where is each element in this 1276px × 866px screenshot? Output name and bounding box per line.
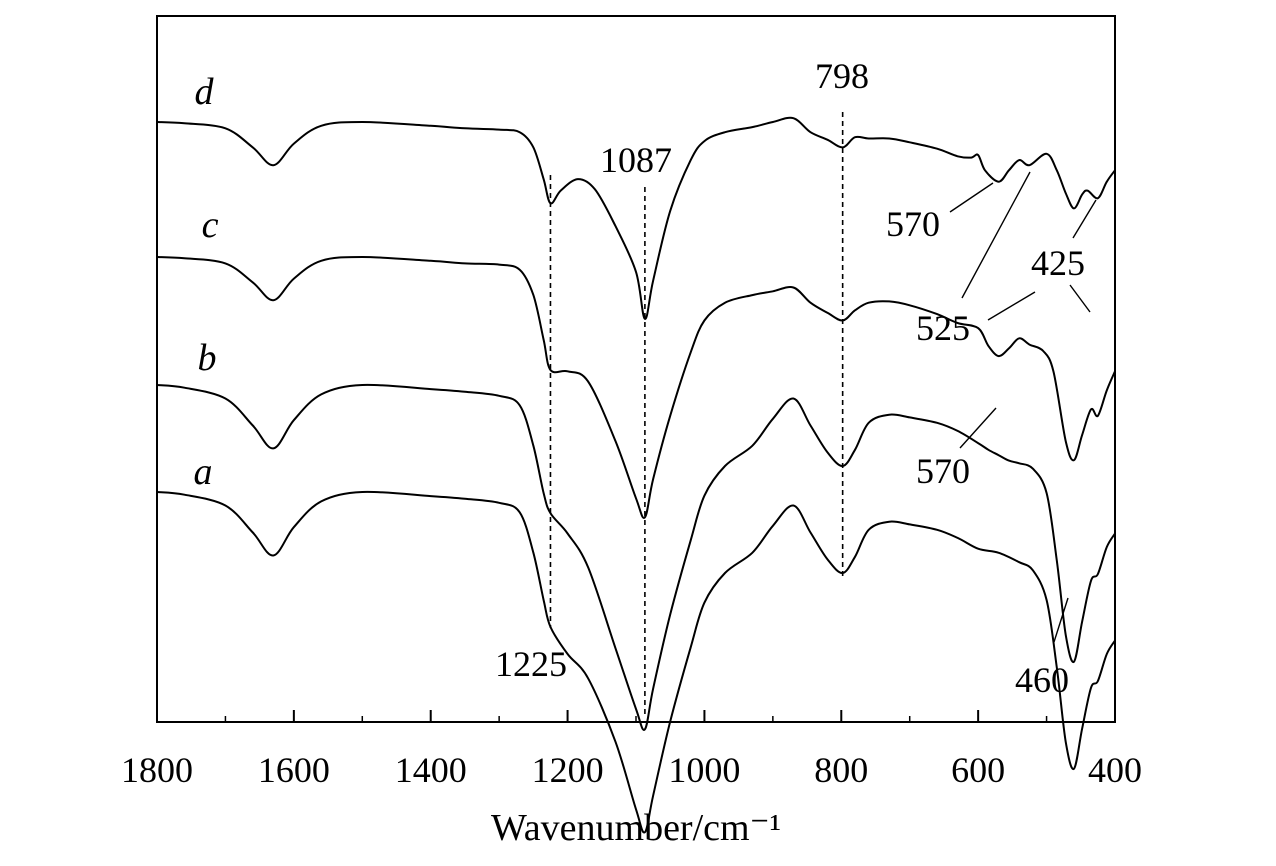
annotation-leader (1072, 199, 1097, 239)
series-label-d: d (195, 71, 215, 113)
x-axis-label: Wavenumber/cm⁻¹ (491, 807, 781, 849)
plot-frame (156, 15, 1116, 723)
reference-label: 1225 (495, 644, 567, 684)
series-label-b: b (198, 337, 217, 379)
x-tick-label: 600 (951, 750, 1005, 790)
annotation-leader (987, 291, 1036, 321)
x-tick-label: 800 (814, 750, 868, 790)
reference-lines: 1225 1087 798 (495, 56, 869, 715)
reference-label: 798 (815, 56, 869, 96)
x-tick-label: 1800 (121, 750, 193, 790)
reference-label: 1087 (600, 140, 672, 180)
peak-annotation: 425 (1031, 243, 1085, 283)
series-label-c: c (202, 204, 219, 246)
x-tick-label: 1400 (395, 750, 467, 790)
peak-annotation: 525 (916, 308, 970, 348)
x-tick-label: 1200 (532, 750, 604, 790)
series-label-a: a (194, 451, 213, 493)
annotation-leader (959, 407, 997, 449)
x-tick-label: 1600 (258, 750, 330, 790)
annotation-leader (1053, 597, 1069, 643)
annotations: 570 525 425 570 460 (886, 171, 1097, 700)
spectrum-b (156, 383, 1116, 731)
x-tick-label: 400 (1088, 750, 1142, 790)
spectrum-c (156, 255, 1116, 519)
x-tick-label: 1000 (668, 750, 740, 790)
peak-annotation: 570 (916, 451, 970, 491)
x-ticks: 1800 1600 1400 1200 1000 800 600 400 (121, 710, 1142, 790)
spectrum-a (156, 490, 1116, 834)
peak-annotation: 570 (886, 204, 940, 244)
spectra: d c b a (156, 71, 1116, 834)
spectrum-d (156, 116, 1116, 320)
peak-annotation: 460 (1015, 660, 1069, 700)
annotation-leader (961, 171, 1031, 299)
annotation-leader (949, 182, 994, 213)
annotation-leader (1069, 284, 1091, 313)
